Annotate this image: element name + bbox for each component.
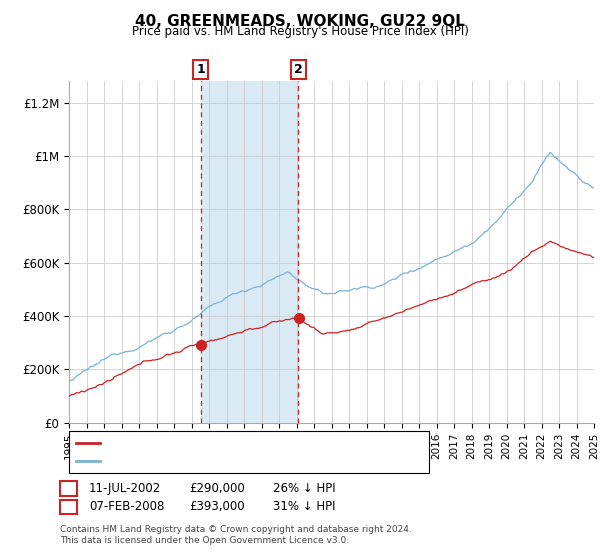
Text: 31% ↓ HPI: 31% ↓ HPI [273,500,335,514]
Text: 1: 1 [197,63,205,76]
Bar [201,81,298,423]
Text: 07-FEB-2008: 07-FEB-2008 [89,500,164,514]
Text: 40, GREENMEADS, WOKING, GU22 9QL (detached house): 40, GREENMEADS, WOKING, GU22 9QL (detach… [105,438,403,448]
Text: 11-JUL-2002: 11-JUL-2002 [89,482,161,495]
Text: 1: 1 [64,482,73,495]
Text: HPI: Average price, detached house, Woking: HPI: Average price, detached house, Woki… [105,456,336,466]
Text: 40, GREENMEADS, WOKING, GU22 9QL: 40, GREENMEADS, WOKING, GU22 9QL [135,14,465,29]
Text: £290,000: £290,000 [189,482,245,495]
Text: Price paid vs. HM Land Registry's House Price Index (HPI): Price paid vs. HM Land Registry's House … [131,25,469,38]
Text: Contains HM Land Registry data © Crown copyright and database right 2024.
This d: Contains HM Land Registry data © Crown c… [60,525,412,545]
Text: 2: 2 [64,500,73,514]
Text: 26% ↓ HPI: 26% ↓ HPI [273,482,335,495]
Text: 2: 2 [294,63,302,76]
Text: £393,000: £393,000 [189,500,245,514]
